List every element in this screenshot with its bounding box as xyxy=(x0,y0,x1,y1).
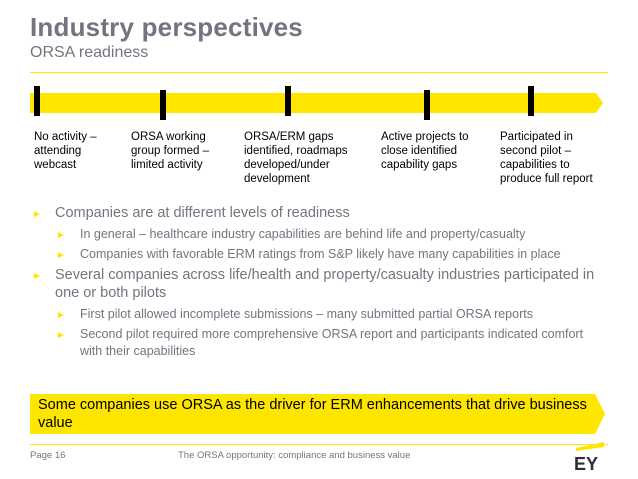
ey-logo: EY xyxy=(574,442,604,472)
bullet-arrow-icon: ► xyxy=(56,330,66,341)
timeline-marker xyxy=(285,86,291,116)
sub-bullet-item: ► Second pilot required more comprehensi… xyxy=(30,326,605,360)
timeline-stage-label: ORSA/ERM gaps identified, roadmaps devel… xyxy=(244,131,348,185)
callout-text: Some companies use ORSA as the driver fo… xyxy=(38,397,587,431)
page-subtitle: ORSA readiness xyxy=(30,44,149,61)
callout-banner: Some companies use ORSA as the driver fo… xyxy=(30,394,595,434)
bullet-arrow-icon: ► xyxy=(56,230,66,241)
sub-bullet-item: ► Companies with favorable ERM ratings f… xyxy=(30,246,605,263)
timeline-stage-label: No activity – attending webcast xyxy=(34,131,97,171)
bullet-arrow-icon: ► xyxy=(32,209,42,220)
timeline-bar xyxy=(30,93,596,113)
footer-divider xyxy=(30,444,608,445)
timeline-marker xyxy=(160,90,166,120)
sub-bullet-text: First pilot allowed incomplete submissio… xyxy=(80,307,533,321)
logo-text: EY xyxy=(574,454,598,472)
bullet-list: ► Companies are at different levels of r… xyxy=(30,204,605,363)
bullet-text: Companies are at different levels of rea… xyxy=(55,205,350,221)
timeline-stage-label: ORSA working group formed – limited acti… xyxy=(131,131,209,171)
callout-arrowhead xyxy=(595,394,605,434)
timeline-stage-label: Active projects to close identified capa… xyxy=(381,131,469,171)
sub-bullet-item: ► In general – healthcare industry capab… xyxy=(30,226,605,243)
timeline-marker xyxy=(528,86,534,116)
logo-beam-icon xyxy=(576,442,604,451)
bullet-arrow-icon: ► xyxy=(56,310,66,321)
bullet-item: ► Companies are at different levels of r… xyxy=(30,204,605,222)
timeline-marker xyxy=(424,90,430,120)
bullet-text: Several companies across life/health and… xyxy=(55,267,595,301)
header-divider xyxy=(30,72,608,73)
bullet-item: ► Several companies across life/health a… xyxy=(30,266,605,302)
sub-bullet-text: Second pilot required more comprehensive… xyxy=(80,327,584,358)
bullet-arrow-icon: ► xyxy=(56,250,66,261)
bullet-arrow-icon: ► xyxy=(32,271,42,282)
page-title: Industry perspectives xyxy=(30,12,303,42)
timeline-marker xyxy=(34,86,40,116)
page-number: Page 16 xyxy=(30,450,66,461)
sub-bullet-text: In general – healthcare industry capabil… xyxy=(80,227,526,241)
footer-title: The ORSA opportunity: compliance and bus… xyxy=(178,450,411,461)
sub-bullet-text: Companies with favorable ERM ratings fro… xyxy=(80,247,561,261)
timeline-stage-label: Participated in second pilot – capabilit… xyxy=(500,131,593,185)
sub-bullet-item: ► First pilot allowed incomplete submiss… xyxy=(30,306,605,323)
timeline-arrowhead xyxy=(596,93,603,113)
